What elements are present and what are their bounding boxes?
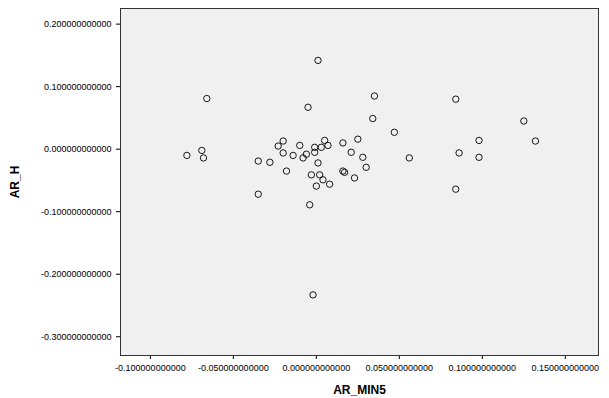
svg-text:0.000000000000: 0.000000000000 <box>44 144 112 154</box>
svg-text:0.200000000000: 0.200000000000 <box>44 19 112 29</box>
svg-text:-0.050000000000: -0.050000000000 <box>198 363 269 373</box>
svg-text:0.150000000000: 0.150000000000 <box>532 363 600 373</box>
svg-text:0.100000000000: 0.100000000000 <box>44 82 112 92</box>
svg-text:AR_MIN5: AR_MIN5 <box>333 383 386 397</box>
svg-text:-0.200000000000: -0.200000000000 <box>41 269 112 279</box>
svg-text:-0.300000000000: -0.300000000000 <box>41 332 112 342</box>
svg-text:-0.100000000000: -0.100000000000 <box>41 207 112 217</box>
svg-text:0.100000000000: 0.100000000000 <box>449 363 517 373</box>
svg-text:0.000000000000: 0.000000000000 <box>283 363 351 373</box>
svg-text:0.050000000000: 0.050000000000 <box>366 363 434 373</box>
svg-text:AR_H: AR_H <box>8 166 22 199</box>
svg-text:-0.100000000000: -0.100000000000 <box>115 363 186 373</box>
